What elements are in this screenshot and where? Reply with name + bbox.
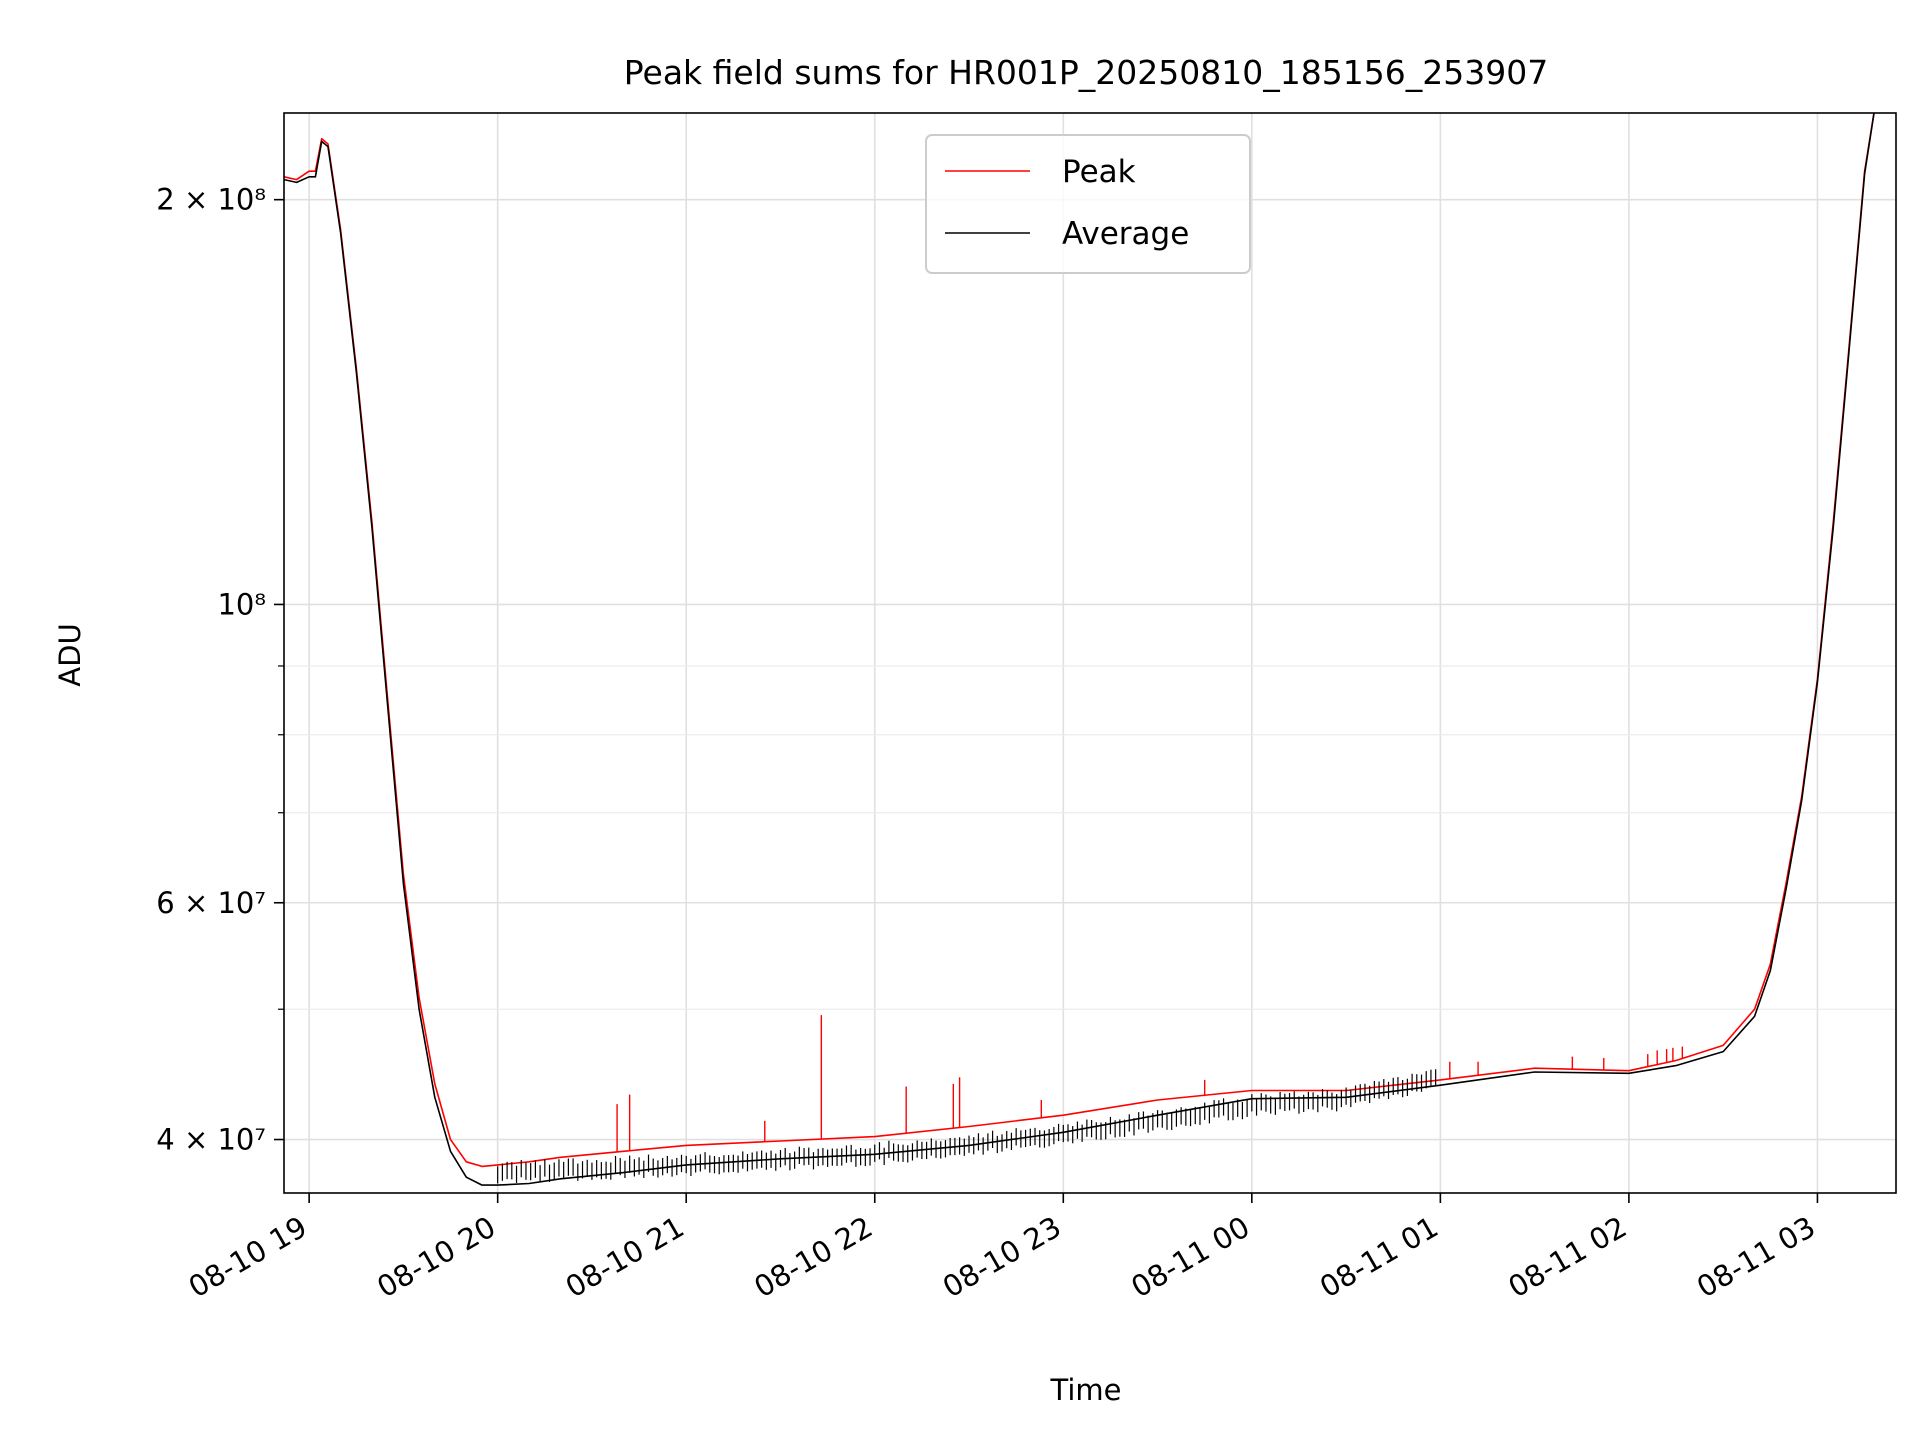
- y-tick-label: 6 × 10⁷: [156, 886, 266, 920]
- legend-label-average: Average: [1062, 216, 1189, 252]
- y-tick-label: 2 × 10⁸: [156, 183, 266, 217]
- series-line-average: [284, 113, 1875, 1186]
- legend-box: [925, 134, 1251, 274]
- y-tick-label: 4 × 10⁷: [156, 1123, 266, 1157]
- y-axis: 4 × 10⁷ 6 × 10⁷ 10⁸ 2 × 10⁸: [156, 183, 284, 1157]
- y-tick-label: 10⁸: [217, 587, 266, 621]
- grid: [284, 113, 1896, 1193]
- plot-area: [284, 113, 1875, 1186]
- chart-title: Peak field sums for HR001P_20250810_1851…: [624, 53, 1548, 92]
- y-axis-label: ADU: [53, 623, 87, 686]
- x-axis-label: Time: [1050, 1373, 1122, 1407]
- legend: Peak Average: [925, 134, 1251, 274]
- series-average: [284, 113, 1875, 1186]
- axes-frame: [283, 112, 1897, 1194]
- legend-label-peak: Peak: [1062, 154, 1136, 190]
